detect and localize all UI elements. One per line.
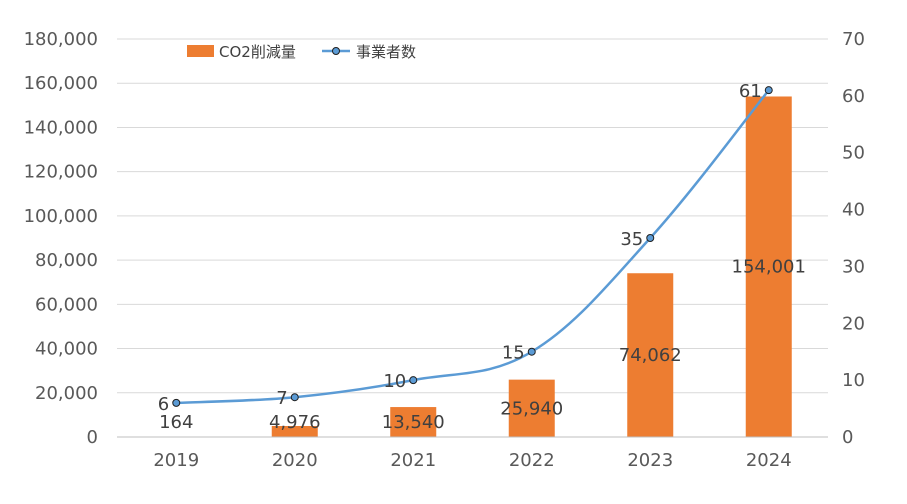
left-axis-tick-label: 40,000 [35, 339, 98, 360]
right-axis-tick-label: 20 [842, 313, 865, 334]
left-axis-tick-label: 60,000 [35, 294, 98, 315]
bar-data-label: 4,976 [269, 412, 321, 433]
line-point [764, 86, 773, 95]
axes: 0 20,000 40,000 60,000 80,000 100,000 120,000 1… [24, 29, 865, 471]
x-axis-tick-label: 2019 [153, 450, 199, 471]
bar-series [153, 96, 792, 437]
bar [271, 425, 318, 437]
x-axis-tick-label: 2022 [509, 450, 555, 471]
line-data-label: 6 [158, 394, 169, 415]
line-point [409, 376, 418, 385]
line-data-label: 15 [502, 343, 525, 364]
x-axis-tick-label: 2024 [746, 450, 792, 471]
legend-label-line: 事業者数 [356, 43, 416, 61]
line-data-label: 7 [276, 388, 287, 409]
right-axis-tick-label: 10 [842, 370, 865, 391]
line-point [290, 393, 299, 402]
gridlines [117, 38, 828, 438]
line-point [646, 234, 655, 242]
bar [627, 273, 674, 437]
right-axis-tick-label: 40 [842, 200, 865, 221]
right-axis-tick-label: 60 [842, 86, 865, 107]
line-point [172, 398, 181, 407]
left-axis-tick-label: 100,000 [24, 206, 98, 227]
legend-label-bar: CO2削減量 [219, 43, 296, 61]
bar-data-label: 164 [159, 412, 193, 433]
left-axis-tick-label: 140,000 [24, 117, 98, 138]
legend: CO2削減量 事業者数 [187, 43, 416, 61]
bar [508, 379, 555, 437]
bar-data-label: 13,540 [382, 412, 445, 433]
legend-swatch-marker [332, 47, 340, 55]
left-axis-tick-label: 120,000 [24, 162, 98, 183]
bar [390, 407, 437, 437]
left-axis-tick-label: 180,000 [24, 29, 98, 50]
x-axis-tick-label: 2023 [627, 450, 673, 471]
right-axis-tick-label: 50 [842, 143, 865, 164]
left-axis-tick-label: 20,000 [35, 383, 98, 404]
left-axis-tick-label: 160,000 [24, 73, 98, 94]
x-axis-tick-label: 2020 [272, 450, 318, 471]
left-axis-tick-label: 0 [87, 427, 98, 448]
line-series [172, 86, 773, 407]
right-axis-tick-label: 30 [842, 256, 865, 277]
line-data-label: 10 [383, 371, 406, 392]
line-data-label: 35 [620, 229, 643, 250]
line-point [527, 347, 536, 356]
right-axis-tick-label: 0 [842, 427, 853, 448]
bar-data-label: 154,001 [732, 257, 806, 278]
x-axis-tick-label: 2021 [390, 450, 436, 471]
data-labels: 164 4,976 13,540 25,940 74,062 154,001 6 7 10 15 3… [158, 81, 806, 433]
right-axis-tick-label: 70 [842, 29, 865, 50]
bar [745, 96, 792, 437]
left-axis-tick-label: 80,000 [35, 250, 98, 271]
legend-swatch-bar [187, 45, 214, 57]
bar-data-label: 74,062 [619, 345, 682, 366]
bar-data-label: 25,940 [500, 398, 563, 419]
line-data-label: 61 [739, 81, 762, 102]
